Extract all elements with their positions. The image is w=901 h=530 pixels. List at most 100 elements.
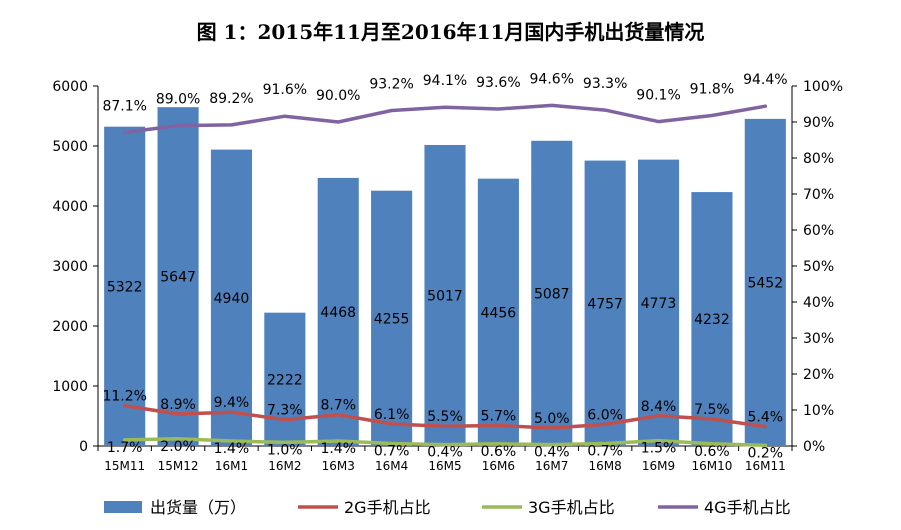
line-series xyxy=(122,103,768,448)
bar xyxy=(691,192,733,446)
x-tick-label: 16M6 xyxy=(482,459,515,473)
bar-value-label: 4255 xyxy=(374,311,410,327)
x-tick-label: 15M12 xyxy=(158,459,199,473)
line-value-label: 93.2% xyxy=(369,76,413,92)
x-tick-label: 16M8 xyxy=(589,459,622,473)
y-right-tick-label: 30% xyxy=(803,331,834,347)
y-right-tick-label: 80% xyxy=(803,151,834,167)
bar-value-label: 5322 xyxy=(107,279,143,295)
line-value-label: 89.2% xyxy=(209,91,253,107)
line-value-label: 5.7% xyxy=(481,408,517,424)
x-tick-label: 16M11 xyxy=(745,459,786,473)
bar-value-label: 4773 xyxy=(641,296,677,312)
line-value-label: 6.1% xyxy=(374,407,410,423)
line-value-label: 7.5% xyxy=(694,402,730,418)
line-value-label: 1.7% xyxy=(107,440,143,456)
bar-value-label: 4757 xyxy=(587,296,623,312)
bar xyxy=(317,177,359,447)
line-value-label: 1.4% xyxy=(214,441,250,457)
line-value-label: 8.9% xyxy=(160,397,196,413)
line-value-label: 0.2% xyxy=(748,445,784,461)
line-value-label: 1.5% xyxy=(641,441,677,457)
line-value-label: 91.8% xyxy=(690,82,734,98)
line-4g xyxy=(122,103,768,135)
bar xyxy=(477,178,519,446)
bar-series xyxy=(104,107,786,447)
line-value-label: 8.7% xyxy=(320,398,356,414)
line-value-label: 0.4% xyxy=(534,445,570,461)
line-3g xyxy=(122,437,768,448)
legend-label-line: 2G手机占比 xyxy=(344,498,431,517)
line-value-label: 1.4% xyxy=(320,441,356,457)
bar xyxy=(371,190,413,446)
x-tick-label: 16M2 xyxy=(268,459,301,473)
y-left-tick-label: 3000 xyxy=(52,259,88,275)
axes: 0 1000 2000 3000 4000 5000 6000 0% 10% 20% 30% 40% 5… xyxy=(52,79,843,473)
y-left-tick-label: 4000 xyxy=(52,199,88,215)
line-value-label: 8.4% xyxy=(641,399,677,415)
line-value-label: 89.0% xyxy=(156,92,200,108)
bar xyxy=(531,140,573,446)
x-tick-label: 15M11 xyxy=(104,459,145,473)
y-right-tick-label: 10% xyxy=(803,403,834,419)
legend: 出货量（万） 2G手机占比 3G手机占比 4G手机占比 xyxy=(104,498,791,517)
line-value-label: 11.2% xyxy=(102,389,146,405)
y-right-tick-label: 100% xyxy=(803,79,843,95)
line-value-label: 7.3% xyxy=(267,403,303,419)
bar xyxy=(584,160,626,446)
line-value-label: 93.6% xyxy=(476,75,520,91)
x-tick-label: 16M3 xyxy=(322,459,355,473)
bar xyxy=(157,107,199,447)
bar xyxy=(744,118,786,446)
y-right-tick-label: 70% xyxy=(803,187,834,203)
bar xyxy=(424,144,466,447)
x-tick-label: 16M4 xyxy=(375,459,408,473)
y-right-tick-label: 50% xyxy=(803,259,834,275)
line-value-label: 93.3% xyxy=(583,76,627,92)
x-tick-label: 16M7 xyxy=(535,459,568,473)
line-value-label: 9.4% xyxy=(214,395,250,411)
bar-value-labels: 5322 5647 4940 2222 4468 4255 5017 4456 5087 4757… xyxy=(107,270,783,389)
line-value-label: 91.6% xyxy=(263,82,307,98)
line-value-label: 1.0% xyxy=(267,442,303,458)
line-value-label: 94.4% xyxy=(743,72,787,88)
y-right-tick-label: 90% xyxy=(803,115,834,131)
x-tick-label: 16M1 xyxy=(215,459,248,473)
bar-value-label: 4456 xyxy=(481,305,517,321)
line-value-label: 0.4% xyxy=(427,445,463,461)
y-left-tick-label: 1000 xyxy=(52,379,88,395)
y-left-tick-label: 2000 xyxy=(52,319,88,335)
line-value-label: 2.0% xyxy=(160,439,196,455)
line-value-label: 5.5% xyxy=(427,409,463,425)
bar-value-label: 4468 xyxy=(320,305,356,321)
line-value-label: 0.6% xyxy=(694,444,730,460)
x-tick-label: 16M9 xyxy=(642,459,675,473)
legend-label-line: 3G手机占比 xyxy=(528,498,615,517)
x-tick-label: 16M10 xyxy=(691,459,732,473)
bar xyxy=(210,149,253,446)
line-value-label: 0.7% xyxy=(374,443,410,459)
bar-value-label: 5647 xyxy=(160,270,196,286)
bar-value-label: 4940 xyxy=(214,291,250,307)
bar xyxy=(637,159,680,446)
line-value-label: 6.0% xyxy=(587,407,623,423)
line-value-label: 90.0% xyxy=(316,88,360,104)
bar-value-label: 5452 xyxy=(747,275,783,291)
line-value-label: 5.0% xyxy=(534,411,570,427)
line-value-label: 94.1% xyxy=(423,73,467,89)
line-value-label: 0.7% xyxy=(587,443,623,459)
bar-value-label: 5017 xyxy=(427,288,463,304)
line-value-label: 94.6% xyxy=(530,71,574,87)
line-value-label: 5.4% xyxy=(748,410,784,426)
line-value-label: 0.6% xyxy=(481,444,517,460)
y-right-tick-label: 40% xyxy=(803,295,834,311)
x-tick-label: 16M5 xyxy=(428,459,461,473)
bar-value-label: 2222 xyxy=(267,372,303,388)
y-left-tick-label: 6000 xyxy=(52,79,88,95)
line-value-labels: 11.2% 8.9% 9.4% 7.3% 8.7% 6.1% 5.5% 5.7% 5.0% 6.0… xyxy=(102,71,787,461)
legend-swatch-bar xyxy=(104,501,142,513)
y-right-tick-label: 0% xyxy=(803,439,825,455)
y-right-tick-label: 60% xyxy=(803,223,834,239)
bar-value-label: 5087 xyxy=(534,286,570,302)
bar-value-label: 4232 xyxy=(694,312,730,328)
